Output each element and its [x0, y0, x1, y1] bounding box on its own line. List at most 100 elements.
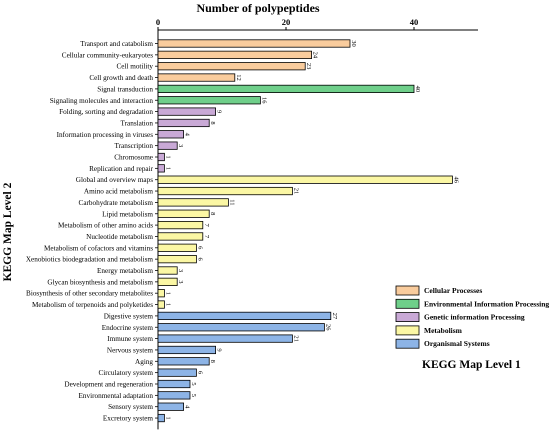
x-tick-label: 40: [410, 17, 419, 27]
bar: [157, 96, 261, 105]
category-label: Glycan biosynthesis and metabolism: [47, 278, 153, 286]
bar: [157, 323, 325, 332]
bar: [157, 50, 313, 59]
value-label: 3: [177, 144, 184, 147]
bar: [157, 368, 197, 377]
legend-entry: Cellular Processes: [424, 286, 482, 295]
category-label: Sensory system: [108, 403, 153, 411]
category-label: Cellular community-eukaryotes: [62, 51, 153, 59]
value-label: 4: [184, 133, 191, 137]
bar: [157, 255, 197, 264]
legend: Cellular Processes Environmental Informat…: [395, 285, 549, 349]
x-tick-label: 20: [282, 17, 291, 27]
legend-entry: Genetic information Processing: [424, 313, 525, 322]
value-label: 23: [305, 63, 312, 70]
bar: [157, 164, 165, 173]
category-label: Lipid metabolism: [102, 210, 153, 218]
category-label: Endocrine system: [102, 324, 154, 332]
category-label: Global and overview maps: [76, 176, 153, 184]
bar: [157, 141, 178, 150]
bar: [157, 243, 197, 252]
bar-series: Transport and catabolism 30 Cellular commu…: [26, 39, 459, 423]
value-label: 27: [331, 313, 338, 320]
value-label: 8: [209, 121, 216, 124]
value-label: 12: [235, 74, 242, 81]
value-label: 21: [292, 335, 299, 342]
value-label: 11: [228, 199, 235, 205]
value-label: 9: [216, 348, 223, 351]
category-label: Aging: [135, 358, 153, 366]
bar: [157, 73, 236, 82]
value-label: 1: [164, 292, 171, 295]
bar: [157, 107, 216, 116]
bar: [157, 209, 210, 218]
value-label: 16: [260, 97, 267, 104]
category-label: Metabolism of terpenoids and polyketides: [32, 301, 153, 309]
bar: [157, 391, 191, 400]
value-label: 3: [177, 280, 184, 283]
bar: [157, 277, 178, 286]
bar: [157, 266, 178, 275]
value-label: 7: [203, 235, 210, 239]
bar: [157, 198, 229, 207]
category-label: Excretory system: [103, 415, 154, 423]
category-label: Metabolism of cofactors and vitamins: [44, 244, 153, 252]
bar: [157, 175, 453, 184]
value-label: 9: [216, 110, 223, 113]
bar: [157, 289, 165, 298]
bar: [157, 357, 210, 366]
category-label: Cell motility: [116, 63, 153, 71]
bar: [157, 345, 216, 355]
category-label: Amino acid metabolism: [84, 188, 153, 196]
category-label: Circulatory system: [99, 369, 154, 377]
bar: [157, 39, 351, 48]
bar: [157, 84, 415, 93]
value-label: 8: [209, 212, 216, 215]
bar: [157, 311, 332, 321]
value-label: 6: [196, 371, 203, 375]
category-label: Replication and repair: [89, 165, 153, 173]
bar: [157, 118, 210, 128]
category-label: Information processing in viruses: [57, 131, 154, 139]
category-label: Carbohydrate metabolism: [79, 199, 154, 207]
category-label: Nervous system: [107, 346, 154, 354]
legend-swatch: [395, 325, 420, 336]
category-label: Signal transduction: [97, 85, 153, 93]
bar: [157, 62, 306, 71]
value-label: 30: [350, 40, 357, 47]
bar: [157, 152, 165, 162]
bar: [157, 334, 293, 343]
category-label: Environmental adaptation: [79, 392, 154, 400]
value-label: 1: [164, 167, 171, 170]
bar: [157, 379, 191, 389]
category-label: Chromosome: [114, 154, 153, 162]
legend-swatch: [395, 285, 420, 296]
category-label: Immune system: [107, 335, 153, 343]
bar: [157, 220, 204, 230]
value-label: 5: [190, 394, 197, 397]
x-tick-label: 0: [156, 17, 160, 27]
bar: [157, 130, 185, 139]
value-label: 1: [164, 155, 171, 158]
legend-entry: Environmental Information Processing: [424, 299, 549, 308]
legend-title: KEGG Map Level 1: [422, 359, 521, 371]
category-label: Digestive system: [104, 312, 154, 320]
value-label: 24: [312, 52, 319, 59]
value-label: 8: [209, 360, 216, 363]
x-axis-title: Number of polypeptides: [196, 1, 319, 15]
category-label: Nucleotide metabolism: [86, 233, 153, 241]
legend-swatch: [395, 298, 420, 309]
value-label: 21: [292, 188, 299, 195]
bar: [157, 186, 293, 196]
category-label: Development and regeneration: [64, 381, 153, 389]
category-label: Transport and catabolism: [80, 40, 153, 48]
value-label: 7: [203, 223, 210, 227]
category-label: Energy metabolism: [97, 267, 153, 275]
y-axis-title: KEGG Map Level 2: [2, 182, 14, 281]
value-label: 1: [164, 416, 171, 419]
value-label: 26: [324, 324, 331, 331]
bar: [157, 402, 185, 411]
category-label: Signaling molecules and interaction: [50, 97, 154, 105]
category-label: Cell growth and death: [89, 74, 153, 82]
